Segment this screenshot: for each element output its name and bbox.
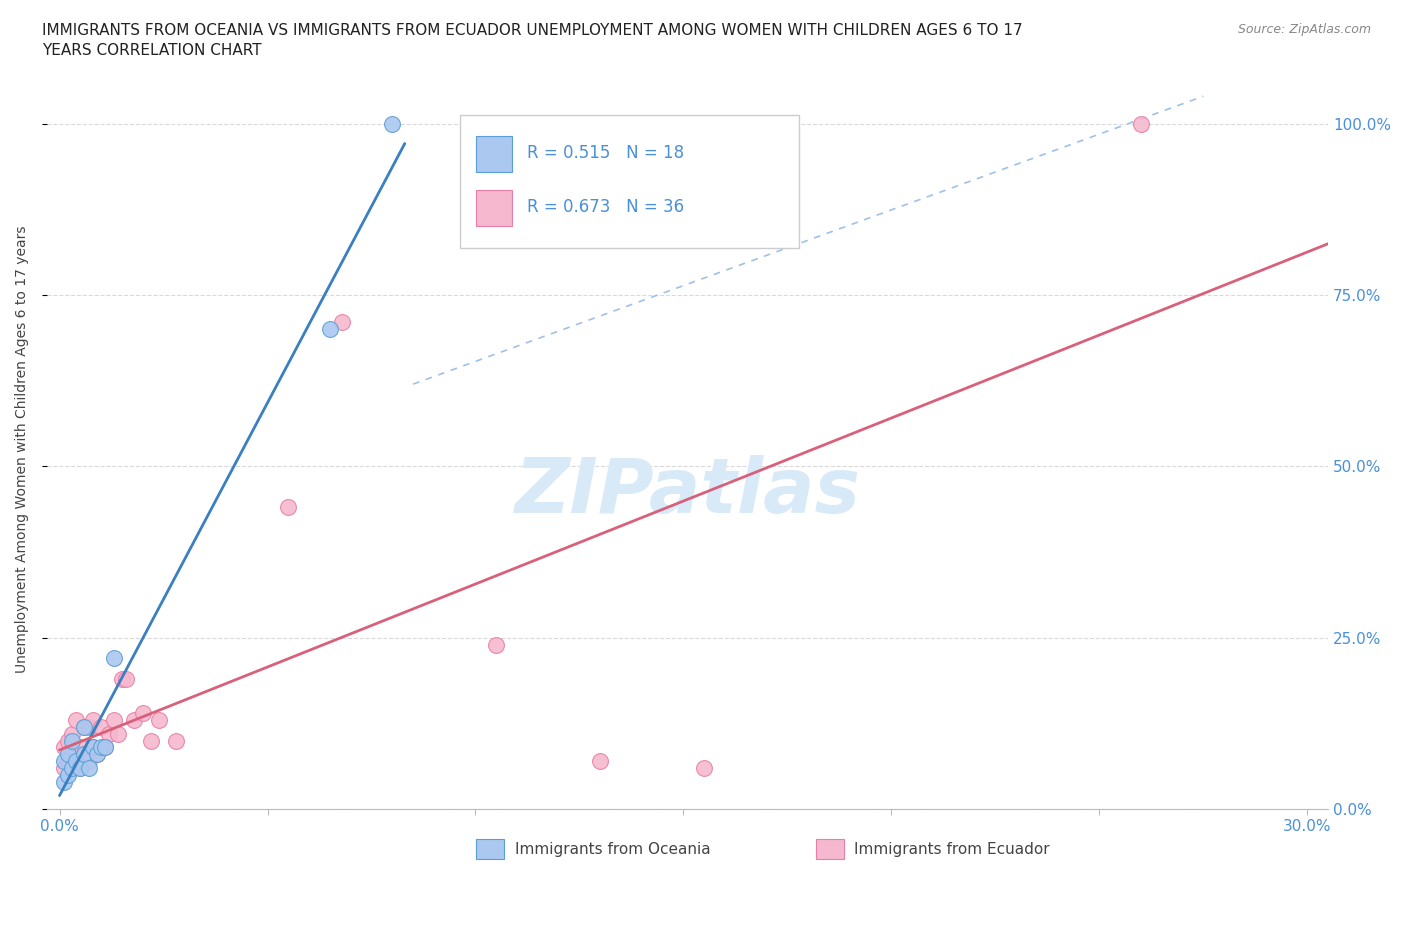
FancyBboxPatch shape bbox=[815, 839, 844, 859]
Point bbox=[60, 726, 83, 741]
Point bbox=[107, 726, 129, 741]
Point bbox=[73, 747, 96, 762]
Point bbox=[65, 753, 87, 768]
Point bbox=[60, 747, 83, 762]
Point bbox=[98, 726, 121, 741]
Point bbox=[60, 761, 83, 776]
Point bbox=[77, 753, 100, 768]
Point bbox=[381, 116, 404, 131]
Point bbox=[124, 712, 146, 727]
Point bbox=[52, 774, 75, 789]
Point bbox=[52, 761, 75, 776]
Point bbox=[77, 720, 100, 735]
FancyBboxPatch shape bbox=[477, 839, 505, 859]
Point bbox=[69, 740, 91, 755]
Point bbox=[65, 753, 87, 768]
Point bbox=[485, 637, 508, 652]
Point bbox=[56, 733, 79, 748]
Point bbox=[111, 671, 134, 686]
Text: Immigrants from Ecuador: Immigrants from Ecuador bbox=[853, 842, 1050, 857]
Point bbox=[132, 706, 155, 721]
Point bbox=[139, 733, 162, 748]
Point bbox=[56, 747, 79, 762]
Point bbox=[69, 761, 91, 776]
Text: R = 0.515   N = 18: R = 0.515 N = 18 bbox=[527, 144, 685, 162]
Text: IMMIGRANTS FROM OCEANIA VS IMMIGRANTS FROM ECUADOR UNEMPLOYMENT AMONG WOMEN WITH: IMMIGRANTS FROM OCEANIA VS IMMIGRANTS FR… bbox=[42, 23, 1022, 58]
Point bbox=[94, 740, 117, 755]
FancyBboxPatch shape bbox=[460, 114, 799, 247]
Point bbox=[90, 720, 112, 735]
Point bbox=[589, 753, 612, 768]
Point bbox=[86, 747, 108, 762]
Point bbox=[73, 720, 96, 735]
Point bbox=[693, 761, 716, 776]
Point bbox=[319, 322, 342, 337]
Point bbox=[73, 747, 96, 762]
FancyBboxPatch shape bbox=[477, 136, 512, 172]
Point bbox=[94, 740, 117, 755]
Point bbox=[103, 712, 125, 727]
Y-axis label: Unemployment Among Women with Children Ages 6 to 17 years: Unemployment Among Women with Children A… bbox=[15, 225, 30, 673]
Point bbox=[86, 747, 108, 762]
Text: Immigrants from Oceania: Immigrants from Oceania bbox=[515, 842, 710, 857]
Point bbox=[277, 500, 299, 515]
Point bbox=[103, 651, 125, 666]
Point bbox=[82, 740, 104, 755]
Point bbox=[60, 761, 83, 776]
Text: Source: ZipAtlas.com: Source: ZipAtlas.com bbox=[1237, 23, 1371, 36]
Point bbox=[65, 712, 87, 727]
Point bbox=[148, 712, 170, 727]
Text: ZIPatlas: ZIPatlas bbox=[515, 456, 860, 529]
Point bbox=[73, 720, 96, 735]
FancyBboxPatch shape bbox=[477, 190, 512, 226]
Point bbox=[56, 767, 79, 782]
Point bbox=[332, 315, 354, 330]
Point bbox=[69, 761, 91, 776]
Point bbox=[77, 761, 100, 776]
Point bbox=[90, 740, 112, 755]
Text: R = 0.673   N = 36: R = 0.673 N = 36 bbox=[527, 198, 685, 216]
Point bbox=[56, 753, 79, 768]
Point bbox=[52, 740, 75, 755]
Point bbox=[52, 753, 75, 768]
Point bbox=[82, 740, 104, 755]
Point bbox=[60, 733, 83, 748]
Point bbox=[115, 671, 138, 686]
Point bbox=[82, 712, 104, 727]
Point bbox=[1129, 116, 1152, 131]
Point bbox=[165, 733, 187, 748]
